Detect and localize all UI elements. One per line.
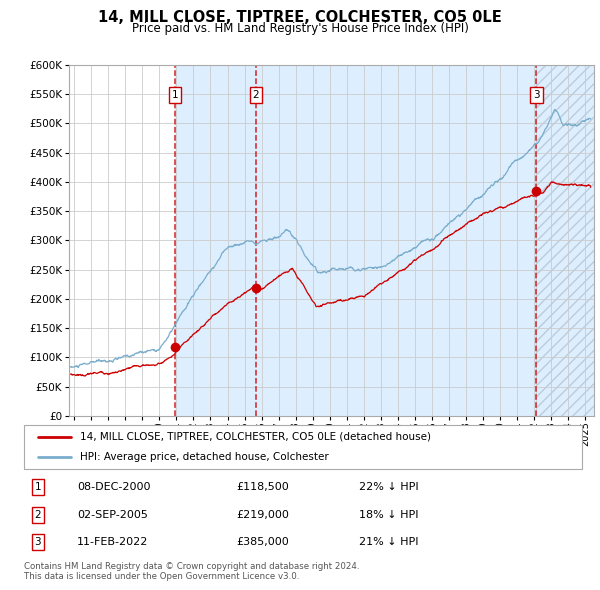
Text: 1: 1 [172, 90, 178, 100]
Text: 14, MILL CLOSE, TIPTREE, COLCHESTER, CO5 0LE (detached house): 14, MILL CLOSE, TIPTREE, COLCHESTER, CO5… [80, 432, 431, 442]
Text: 1: 1 [35, 483, 41, 493]
Text: 21% ↓ HPI: 21% ↓ HPI [359, 537, 418, 547]
FancyBboxPatch shape [24, 425, 582, 469]
Text: HPI: Average price, detached house, Colchester: HPI: Average price, detached house, Colc… [80, 452, 329, 462]
Text: This data is licensed under the Open Government Licence v3.0.: This data is licensed under the Open Gov… [24, 572, 299, 581]
Text: 02-SEP-2005: 02-SEP-2005 [77, 510, 148, 520]
Bar [175, 65, 256, 416]
Text: 3: 3 [35, 537, 41, 547]
Text: £385,000: £385,000 [236, 537, 289, 547]
Text: £118,500: £118,500 [236, 483, 289, 493]
Text: 08-DEC-2000: 08-DEC-2000 [77, 483, 151, 493]
Text: 2: 2 [253, 90, 259, 100]
Text: 22% ↓ HPI: 22% ↓ HPI [359, 483, 418, 493]
Bar [256, 65, 536, 416]
Text: 11-FEB-2022: 11-FEB-2022 [77, 537, 148, 547]
Text: 18% ↓ HPI: 18% ↓ HPI [359, 510, 418, 520]
Text: 3: 3 [533, 90, 539, 100]
Text: 14, MILL CLOSE, TIPTREE, COLCHESTER, CO5 0LE: 14, MILL CLOSE, TIPTREE, COLCHESTER, CO5… [98, 10, 502, 25]
Text: Contains HM Land Registry data © Crown copyright and database right 2024.: Contains HM Land Registry data © Crown c… [24, 562, 359, 571]
Text: £219,000: £219,000 [236, 510, 289, 520]
Bar [536, 65, 594, 416]
Text: Price paid vs. HM Land Registry's House Price Index (HPI): Price paid vs. HM Land Registry's House … [131, 22, 469, 35]
Text: 2: 2 [35, 510, 41, 520]
